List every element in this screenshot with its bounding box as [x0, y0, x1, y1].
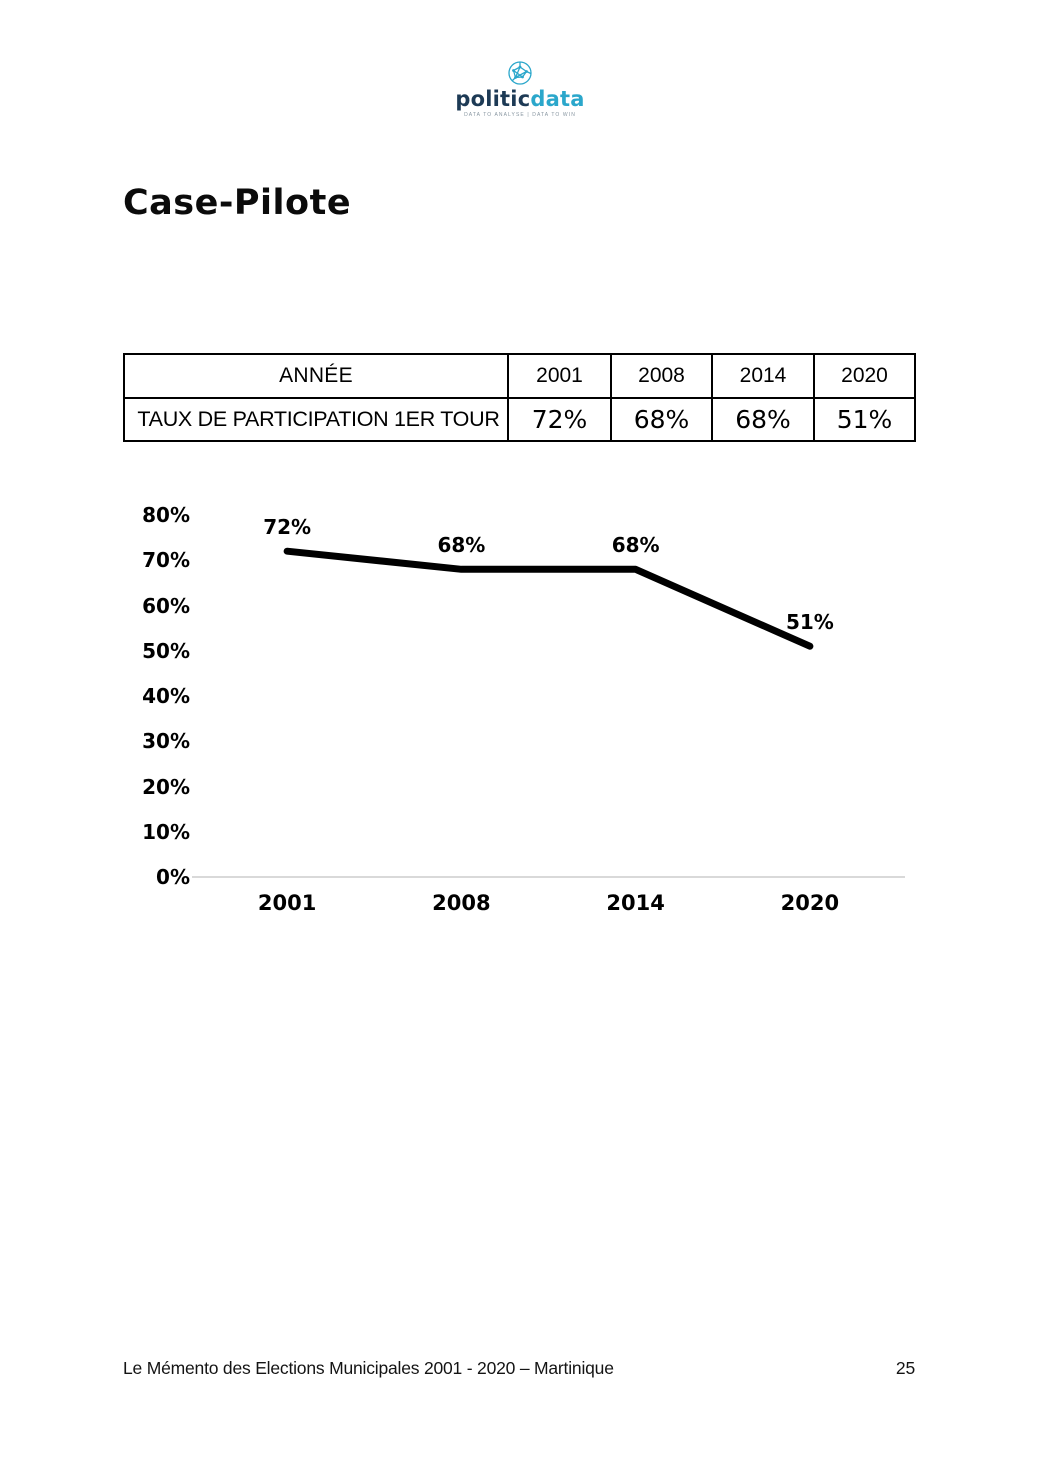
table-header-year: 2001	[507, 353, 612, 399]
brand-suffix: data	[530, 87, 585, 111]
data-point-label: 68%	[437, 533, 486, 558]
participation-table: ANNÉE 2001 2008 2014 2020 TAUX DE PARTIC…	[123, 353, 916, 442]
page-footer: Le Mémento des Elections Municipales 200…	[123, 1358, 915, 1379]
x-axis-tick-label: 2001	[257, 891, 317, 915]
data-point-label: 51%	[785, 610, 834, 635]
table-header-row: ANNÉE 2001 2008 2014 2020	[123, 353, 916, 399]
brand-wordmark: politicdata	[455, 88, 584, 110]
participation-series-line	[283, 547, 814, 650]
footer-text: Le Mémento des Elections Municipales 200…	[123, 1358, 614, 1378]
y-axis-tick-label: 30%	[142, 729, 190, 754]
data-point-label: 68%	[611, 533, 660, 558]
y-axis-tick-label: 10%	[142, 819, 190, 844]
y-axis-tick-label: 0%	[156, 865, 190, 889]
table-header-year: 2008	[610, 353, 713, 399]
table-row-label: TAUX DE PARTICIPATION 1ER TOUR	[123, 397, 509, 442]
x-axis-tick-label: 2014	[606, 891, 665, 915]
table-header-annee: ANNÉE	[123, 353, 509, 399]
y-axis-tick-label: 40%	[142, 684, 190, 708]
page-number: 25	[895, 1358, 915, 1378]
x-axis-tick-label: 2020	[780, 891, 840, 915]
x-axis-tick-label: 2008	[432, 891, 491, 915]
globe-network-icon	[508, 61, 532, 85]
table-value: 51%	[813, 397, 916, 442]
participation-line-chart: 0% 10% 20% 30% 40% 50% 60% 70% 80% 72% 2001 68% 2008…	[130, 495, 920, 930]
y-axis-tick-label: 20%	[142, 774, 190, 799]
table-value: 68%	[711, 397, 815, 442]
data-point-label: 72%	[263, 515, 312, 540]
table-value-row: TAUX DE PARTICIPATION 1ER TOUR 72% 68% 6…	[123, 397, 916, 442]
table-header-year: 2014	[711, 353, 815, 399]
politicdata-logo: politicdata DATA TO ANALYSE | DATA TO WI…	[0, 60, 1040, 118]
y-axis-tick-label: 60%	[142, 593, 190, 618]
y-axis-tick-label: 50%	[142, 638, 190, 663]
table-header-year: 2020	[813, 353, 916, 399]
brand-tagline: DATA TO ANALYSE | DATA TO WIN	[464, 112, 576, 119]
table-value: 68%	[610, 397, 713, 442]
chart-canvas	[192, 547, 905, 878]
page-title: Case-Pilote	[123, 183, 352, 223]
y-axis-tick-label: 70%	[142, 548, 190, 573]
brand-prefix: politic	[455, 87, 531, 111]
y-axis-tick-label: 80%	[142, 503, 190, 527]
table-value: 72%	[507, 397, 612, 442]
